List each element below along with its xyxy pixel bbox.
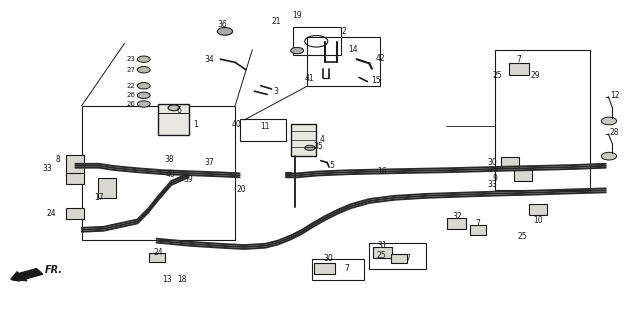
Text: 26: 26: [127, 92, 135, 98]
Bar: [447, 218, 466, 229]
Text: 23: 23: [127, 56, 135, 62]
Text: 24: 24: [47, 209, 56, 218]
Bar: [240, 119, 286, 141]
Text: 13: 13: [162, 276, 173, 284]
Text: 22: 22: [127, 83, 135, 89]
Text: 24: 24: [153, 248, 164, 257]
Text: 7: 7: [405, 254, 410, 263]
Bar: [98, 178, 116, 198]
Text: 33: 33: [488, 180, 497, 189]
Text: 21: 21: [272, 17, 281, 26]
Text: 39: 39: [183, 175, 193, 184]
Text: 31: 31: [377, 241, 387, 250]
Text: 9: 9: [492, 174, 497, 183]
Text: 33: 33: [43, 164, 52, 173]
Text: 8: 8: [56, 155, 61, 164]
Text: 34: 34: [204, 55, 214, 64]
Text: 27: 27: [127, 67, 135, 73]
Text: 20: 20: [236, 185, 247, 194]
Text: 15: 15: [371, 76, 381, 85]
Bar: [509, 63, 529, 75]
Circle shape: [137, 67, 150, 73]
Bar: [391, 254, 408, 263]
Text: 1: 1: [193, 120, 197, 129]
Circle shape: [168, 105, 180, 111]
Circle shape: [165, 106, 178, 113]
Circle shape: [601, 117, 617, 125]
Text: 41: 41: [305, 74, 314, 83]
Bar: [307, 37, 380, 86]
Bar: [291, 124, 316, 156]
Text: 28: 28: [610, 128, 619, 137]
Text: 7: 7: [475, 219, 481, 228]
Text: 10: 10: [533, 216, 543, 225]
Bar: [82, 106, 235, 240]
Text: 30: 30: [488, 158, 497, 167]
Bar: [495, 50, 590, 190]
Text: 25: 25: [377, 251, 387, 260]
Text: 3: 3: [273, 87, 279, 96]
Circle shape: [137, 56, 150, 62]
Text: 29: 29: [530, 71, 541, 80]
Circle shape: [601, 152, 617, 160]
Text: 14: 14: [348, 45, 358, 54]
Bar: [66, 173, 84, 184]
Text: 38: 38: [164, 155, 174, 164]
Text: 30: 30: [324, 254, 334, 263]
Text: 25: 25: [492, 71, 502, 80]
Bar: [314, 262, 335, 274]
Text: 6: 6: [176, 106, 181, 115]
Text: 7: 7: [344, 264, 349, 273]
Text: 26: 26: [127, 101, 135, 107]
Bar: [66, 156, 84, 176]
Text: FR.: FR.: [45, 265, 63, 276]
Bar: [66, 208, 84, 220]
Text: 19: 19: [292, 11, 302, 20]
Circle shape: [217, 28, 233, 35]
Text: 5: 5: [330, 161, 335, 170]
Bar: [373, 247, 392, 258]
Text: 35: 35: [313, 142, 323, 151]
Circle shape: [137, 92, 150, 99]
Bar: [470, 225, 486, 235]
Text: 12: 12: [610, 91, 619, 100]
Text: 36: 36: [217, 20, 227, 29]
Bar: [514, 170, 532, 181]
Text: 42: 42: [375, 54, 385, 63]
Text: 11: 11: [261, 122, 270, 131]
Text: 40: 40: [232, 120, 242, 129]
Text: 4: 4: [320, 135, 325, 144]
Text: 7: 7: [516, 55, 521, 64]
Circle shape: [291, 47, 304, 54]
Text: 17: 17: [94, 193, 104, 202]
Circle shape: [305, 145, 315, 150]
Text: 40: 40: [166, 170, 176, 179]
Text: 25: 25: [518, 232, 528, 241]
Bar: [148, 253, 165, 262]
Bar: [312, 259, 364, 280]
Text: 32: 32: [452, 212, 462, 221]
Bar: [369, 243, 426, 269]
Bar: [529, 204, 547, 215]
Text: 2: 2: [341, 27, 346, 36]
FancyArrow shape: [11, 268, 43, 281]
Circle shape: [137, 101, 150, 107]
Text: 16: 16: [377, 167, 387, 176]
Circle shape: [137, 83, 150, 89]
Bar: [158, 104, 189, 135]
Bar: [293, 27, 341, 55]
Text: 7: 7: [492, 168, 497, 177]
Text: 37: 37: [204, 158, 215, 167]
Text: 18: 18: [178, 276, 187, 284]
Bar: [501, 157, 519, 168]
